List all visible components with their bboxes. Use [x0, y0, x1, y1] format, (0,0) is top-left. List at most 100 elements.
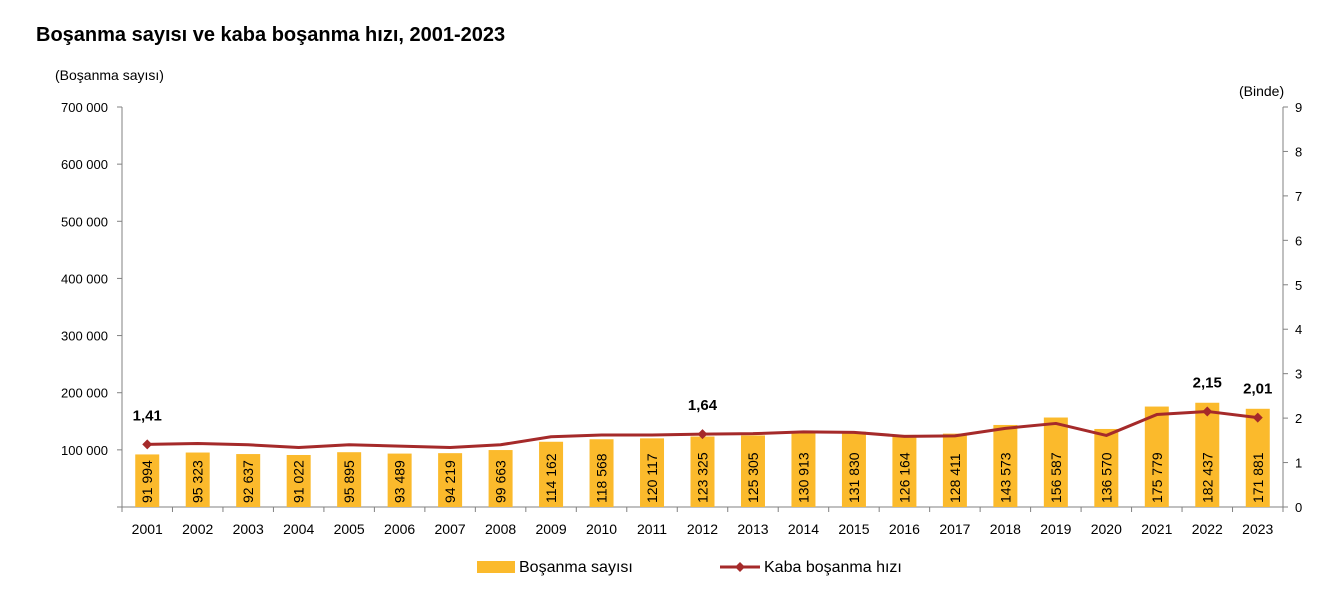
- x-tick-label: 2006: [384, 521, 415, 537]
- x-tick-label: 2008: [485, 521, 516, 537]
- right-tick-label: 6: [1295, 233, 1302, 248]
- bar-value-label: 156 587: [1048, 452, 1064, 503]
- bar-value-label: 130 913: [795, 452, 811, 503]
- right-tick-label: 4: [1295, 322, 1302, 337]
- bar: [892, 434, 917, 507]
- bar-value-label: 91 994: [139, 460, 155, 503]
- bar-value-label: 118 568: [594, 453, 610, 503]
- bar: [488, 450, 513, 507]
- bar-value-label: 126 164: [896, 452, 912, 503]
- bar-value-label: 182 437: [1199, 452, 1215, 503]
- bar-value-label: 123 325: [695, 452, 711, 503]
- right-tick-label: 1: [1295, 456, 1302, 471]
- left-tick-label: 100 000: [61, 443, 108, 458]
- bar: [1043, 417, 1068, 507]
- left-tick-label: 400 000: [61, 271, 108, 286]
- bar-value-label: 92 637: [240, 460, 256, 503]
- x-tick-label: 2010: [586, 521, 617, 537]
- bar: [1195, 402, 1220, 507]
- bar-value-label: 93 489: [392, 460, 408, 503]
- bar: [1144, 406, 1169, 507]
- rate-value-label: 2,01: [1243, 381, 1272, 398]
- x-tick-label: 2014: [788, 521, 819, 537]
- left-tick-label: 600 000: [61, 157, 108, 172]
- bar: [539, 441, 564, 507]
- x-tick-label: 2021: [1141, 521, 1172, 537]
- legend-bar-label: Boşanma sayısı: [519, 559, 633, 576]
- right-tick-label: 0: [1295, 500, 1302, 515]
- bar: [236, 454, 261, 507]
- bar: [1245, 408, 1270, 507]
- bar-value-label: 171 881: [1250, 452, 1266, 503]
- left-tick-label: 300 000: [61, 329, 108, 344]
- bar-value-label: 91 022: [291, 460, 307, 503]
- rate-value-label: 1,41: [133, 407, 162, 424]
- x-tick-label: 2002: [182, 521, 213, 537]
- bar-value-label: 131 830: [846, 452, 862, 503]
- x-tick-label: 2011: [637, 521, 667, 537]
- bar-value-label: 136 570: [1098, 452, 1114, 503]
- right-axis-unit-label: (Binde): [1239, 83, 1284, 99]
- rate-marker: [142, 439, 153, 450]
- x-tick-label: 2020: [1091, 521, 1122, 537]
- bar-value-label: 120 117: [644, 453, 660, 503]
- x-tick-label: 2007: [435, 521, 466, 537]
- bar: [791, 432, 816, 507]
- bar: [286, 454, 311, 507]
- bar: [640, 438, 665, 507]
- bar-value-label: 175 779: [1149, 452, 1165, 503]
- rate-value-label: 2,15: [1193, 374, 1222, 391]
- right-tick-label: 8: [1295, 144, 1302, 159]
- bar: [387, 453, 412, 507]
- chart-title: Boşanma sayısı ve kaba boşanma hızı, 200…: [36, 24, 506, 46]
- rate-marker: [1252, 412, 1263, 423]
- bar-value-label: 143 573: [997, 452, 1013, 503]
- bar: [337, 452, 362, 507]
- rate-value-label: 1,64: [688, 397, 718, 414]
- right-tick-label: 9: [1295, 100, 1302, 115]
- bar: [438, 453, 463, 507]
- x-tick-label: 2003: [233, 521, 264, 537]
- bar-value-label: 94 219: [442, 460, 458, 503]
- bar-value-label: 114 162: [543, 453, 559, 503]
- left-tick-label: 200 000: [61, 386, 108, 401]
- legend-line-marker: [735, 562, 745, 572]
- x-tick-label: 2022: [1192, 521, 1223, 537]
- right-tick-label: 2: [1295, 411, 1302, 426]
- bar: [1094, 428, 1119, 507]
- bar-value-label: 95 323: [190, 460, 206, 503]
- bar: [185, 452, 210, 507]
- legend-line-label: Kaba boşanma hızı: [764, 559, 902, 576]
- right-tick-label: 5: [1295, 278, 1302, 293]
- x-tick-label: 2009: [535, 521, 566, 537]
- x-tick-label: 2023: [1242, 521, 1273, 537]
- left-tick-label: 500 000: [61, 214, 108, 229]
- rate-marker: [1202, 406, 1213, 417]
- bar-value-label: 99 663: [493, 460, 509, 503]
- legend-bar-swatch: [477, 561, 515, 573]
- bar: [942, 433, 967, 507]
- bar: [135, 454, 160, 507]
- bar-value-label: 95 895: [341, 460, 357, 503]
- right-tick-label: 3: [1295, 367, 1302, 382]
- x-tick-label: 2016: [889, 521, 920, 537]
- bar-value-label: 125 305: [745, 452, 761, 503]
- x-tick-label: 2018: [990, 521, 1021, 537]
- left-axis-unit-label: (Boşanma sayısı): [55, 67, 164, 83]
- bar-value-label: 128 411: [947, 453, 963, 503]
- x-tick-label: 2012: [687, 521, 718, 537]
- bar: [841, 431, 866, 507]
- bar: [993, 424, 1018, 507]
- x-tick-label: 2004: [283, 521, 314, 537]
- x-tick-label: 2013: [737, 521, 768, 537]
- x-tick-label: 2005: [334, 521, 365, 537]
- rate-marker: [697, 429, 708, 440]
- x-tick-label: 2017: [939, 521, 970, 537]
- x-tick-label: 2001: [132, 521, 163, 537]
- right-tick-label: 7: [1295, 189, 1302, 204]
- bar: [589, 439, 614, 507]
- x-tick-label: 2015: [838, 521, 869, 537]
- bar: [690, 436, 715, 507]
- bar: [740, 435, 765, 507]
- x-tick-label: 2019: [1040, 521, 1071, 537]
